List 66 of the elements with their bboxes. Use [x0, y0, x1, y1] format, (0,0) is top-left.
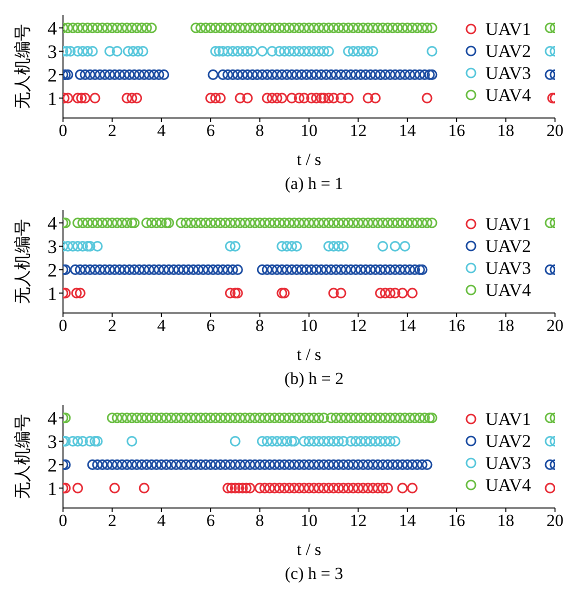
y-tick-label: 1 — [48, 284, 57, 305]
x-tick-label: 8 — [256, 121, 264, 140]
x-tick-label: 20 — [546, 316, 564, 336]
x-tick-label: 16 — [448, 121, 466, 140]
legend-label: UAV3 — [485, 452, 531, 474]
x-tick-label: 4 — [157, 316, 166, 336]
y-tick-label: 3 — [48, 432, 57, 454]
x-tick-label: 2 — [108, 316, 116, 336]
legend-label: UAV2 — [485, 236, 531, 256]
x-tick-label: 16 — [448, 511, 466, 530]
legend-label: UAV1 — [485, 18, 531, 40]
x-axis-title: t / s — [296, 345, 322, 364]
y-tick-label: 4 — [48, 214, 58, 235]
x-tick-label: 12 — [350, 511, 367, 530]
x-tick-label: 4 — [157, 511, 166, 530]
legend-label: UAV2 — [485, 40, 531, 62]
x-tick-label: 0 — [58, 121, 68, 140]
y-tick-label: 4 — [48, 18, 58, 40]
x-tick-label: 6 — [206, 316, 215, 336]
y-tick-label: 1 — [48, 478, 57, 500]
y-axis-title: 无人机编号 — [13, 24, 32, 109]
x-tick-label: 14 — [398, 316, 416, 336]
y-tick-label: 1 — [48, 88, 57, 110]
legend-label: UAV3 — [485, 258, 531, 278]
legend-label: UAV4 — [485, 280, 531, 300]
legend-label: UAV4 — [485, 84, 531, 106]
x-axis-title: t / s — [296, 150, 322, 169]
legend-label: UAV1 — [485, 214, 531, 234]
x-tick-label: 14 — [398, 121, 416, 140]
y-tick-label: 3 — [48, 42, 57, 64]
x-tick-label: 20 — [546, 511, 564, 530]
x-tick-label: 20 — [546, 121, 564, 140]
text: (c) h = 3 — [284, 563, 344, 585]
x-tick-label: 0 — [58, 511, 68, 530]
x-tick-label: 12 — [350, 121, 367, 140]
legend-label: UAV4 — [485, 474, 531, 496]
text: (b) h = 2 — [283, 368, 345, 390]
x-tick-label: 10 — [300, 316, 318, 336]
x-tick-label: 4 — [157, 121, 166, 140]
x-tick-label: 12 — [350, 316, 367, 336]
y-axis-title: 无人机编号 — [13, 414, 32, 499]
x-tick-label: 18 — [497, 121, 514, 140]
x-tick-label: 8 — [256, 511, 264, 530]
x-tick-label: 2 — [108, 511, 116, 530]
y-tick-label: 2 — [48, 260, 57, 282]
legend-label: UAV1 — [485, 408, 531, 430]
x-tick-label: 18 — [497, 316, 514, 336]
legend-label: UAV2 — [485, 430, 531, 452]
x-tick-label: 2 — [108, 121, 116, 140]
y-tick-label: 4 — [48, 408, 58, 430]
x-tick-label: 18 — [497, 511, 514, 530]
x-tick-label: 14 — [398, 511, 416, 530]
x-axis-title: t / s — [296, 540, 322, 559]
y-tick-label: 2 — [48, 65, 57, 86]
x-tick-label: 8 — [256, 316, 264, 336]
x-tick-label: 10 — [300, 511, 318, 530]
y-tick-label: 2 — [48, 455, 57, 476]
text: (a) h = 1 — [284, 173, 344, 195]
legend-label: UAV3 — [485, 62, 531, 84]
y-axis-title: 无人机编号 — [13, 219, 32, 304]
x-tick-label: 10 — [300, 121, 318, 140]
x-tick-label: 0 — [58, 316, 68, 336]
x-tick-label: 6 — [206, 121, 215, 140]
y-tick-label: 3 — [48, 237, 57, 258]
x-tick-label: 6 — [206, 511, 215, 530]
x-tick-label: 16 — [448, 316, 466, 336]
